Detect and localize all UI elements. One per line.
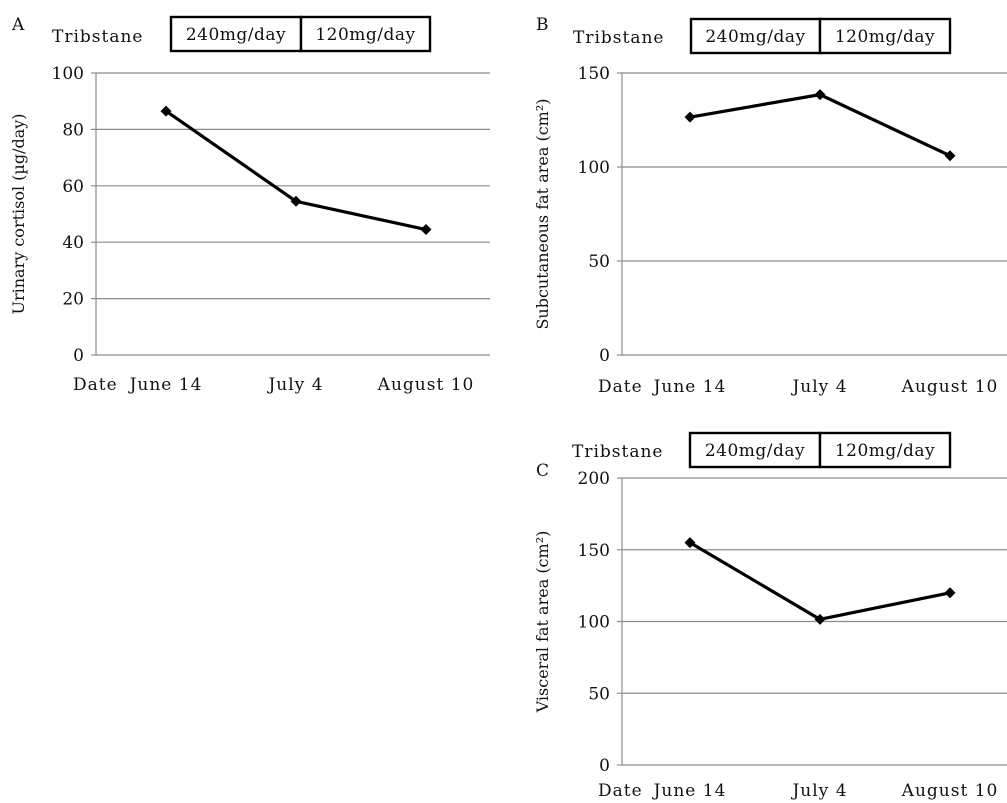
y-tick-label: 150 (578, 64, 610, 84)
data-point (944, 587, 956, 599)
chart-panel-b: B Tribstane 240mg/day 120mg/day 0 50 100 150 Sub… (533, 15, 1007, 397)
dose-box (818, 17, 952, 55)
data-point (160, 105, 172, 117)
y-tick-label: 0 (73, 346, 84, 366)
dose-box (688, 431, 822, 469)
x-category-label: July 4 (790, 377, 847, 397)
chart-panel-a: A Tribstane 240mg/day 120mg/day 0 20 40 60 80 100… (9, 15, 490, 395)
y-tick-label: 150 (578, 541, 610, 561)
x-category-label: August 10 (901, 377, 999, 397)
x-category-label: August 10 (377, 375, 475, 395)
dose-label: 120mg/day (835, 27, 935, 47)
y-axis-title: Visceral fat area (cm²) (533, 531, 552, 714)
panel-letter: B (536, 15, 549, 35)
dose-label: 240mg/day (186, 25, 286, 45)
data-point (684, 111, 696, 123)
chart-panel-c: C Tribstane 240mg/day 120mg/day 0 50 100 150 200… (533, 431, 1007, 801)
y-tick-label: 200 (578, 469, 610, 489)
treatment-label: Tribstane (52, 27, 144, 47)
y-tick-label: 100 (578, 613, 610, 633)
x-category-label: June 14 (652, 781, 727, 801)
y-tick-label: 40 (62, 233, 84, 253)
data-point (814, 89, 826, 101)
x-category-label: August 10 (901, 781, 999, 801)
x-axis-prefix: Date (73, 375, 118, 395)
dose-label: 120mg/day (835, 441, 935, 461)
x-axis-prefix: Date (598, 377, 643, 397)
y-tick-label: 60 (62, 177, 84, 197)
treatment-label: Tribstane (572, 442, 664, 462)
series-line (689, 541, 951, 621)
panel-letter: C (536, 461, 549, 481)
y-axis-title: Urinary cortisol (µg/day) (9, 113, 28, 314)
dose-label: 240mg/day (705, 27, 805, 47)
y-tick-label: 20 (62, 290, 84, 310)
x-axis-prefix: Date (598, 781, 643, 801)
x-category-label: July 4 (790, 781, 847, 801)
y-tick-label: 0 (599, 756, 610, 776)
dose-box (299, 15, 432, 53)
data-point (684, 537, 696, 549)
x-category-label: June 14 (128, 375, 203, 395)
data-point (814, 613, 826, 625)
dose-label: 120mg/day (315, 25, 415, 45)
x-category-label: July 4 (266, 375, 323, 395)
dose-box (689, 17, 822, 55)
panel-letter: A (11, 15, 25, 35)
series-line (689, 93, 951, 158)
y-tick-label: 50 (588, 252, 610, 272)
data-point (420, 224, 432, 236)
y-axis-title: Subcutaneous fat area (cm²) (533, 98, 552, 329)
data-point (290, 195, 302, 207)
y-tick-label: 100 (52, 64, 84, 84)
data-point (944, 150, 956, 162)
y-tick-label: 0 (599, 346, 610, 366)
dose-box (818, 431, 952, 469)
y-tick-label: 50 (588, 684, 610, 704)
y-tick-label: 100 (578, 158, 610, 178)
x-category-label: June 14 (652, 377, 727, 397)
y-tick-label: 80 (62, 120, 84, 140)
treatment-label: Tribstane (573, 28, 665, 48)
dose-box (169, 15, 303, 53)
dose-label: 240mg/day (705, 441, 805, 461)
